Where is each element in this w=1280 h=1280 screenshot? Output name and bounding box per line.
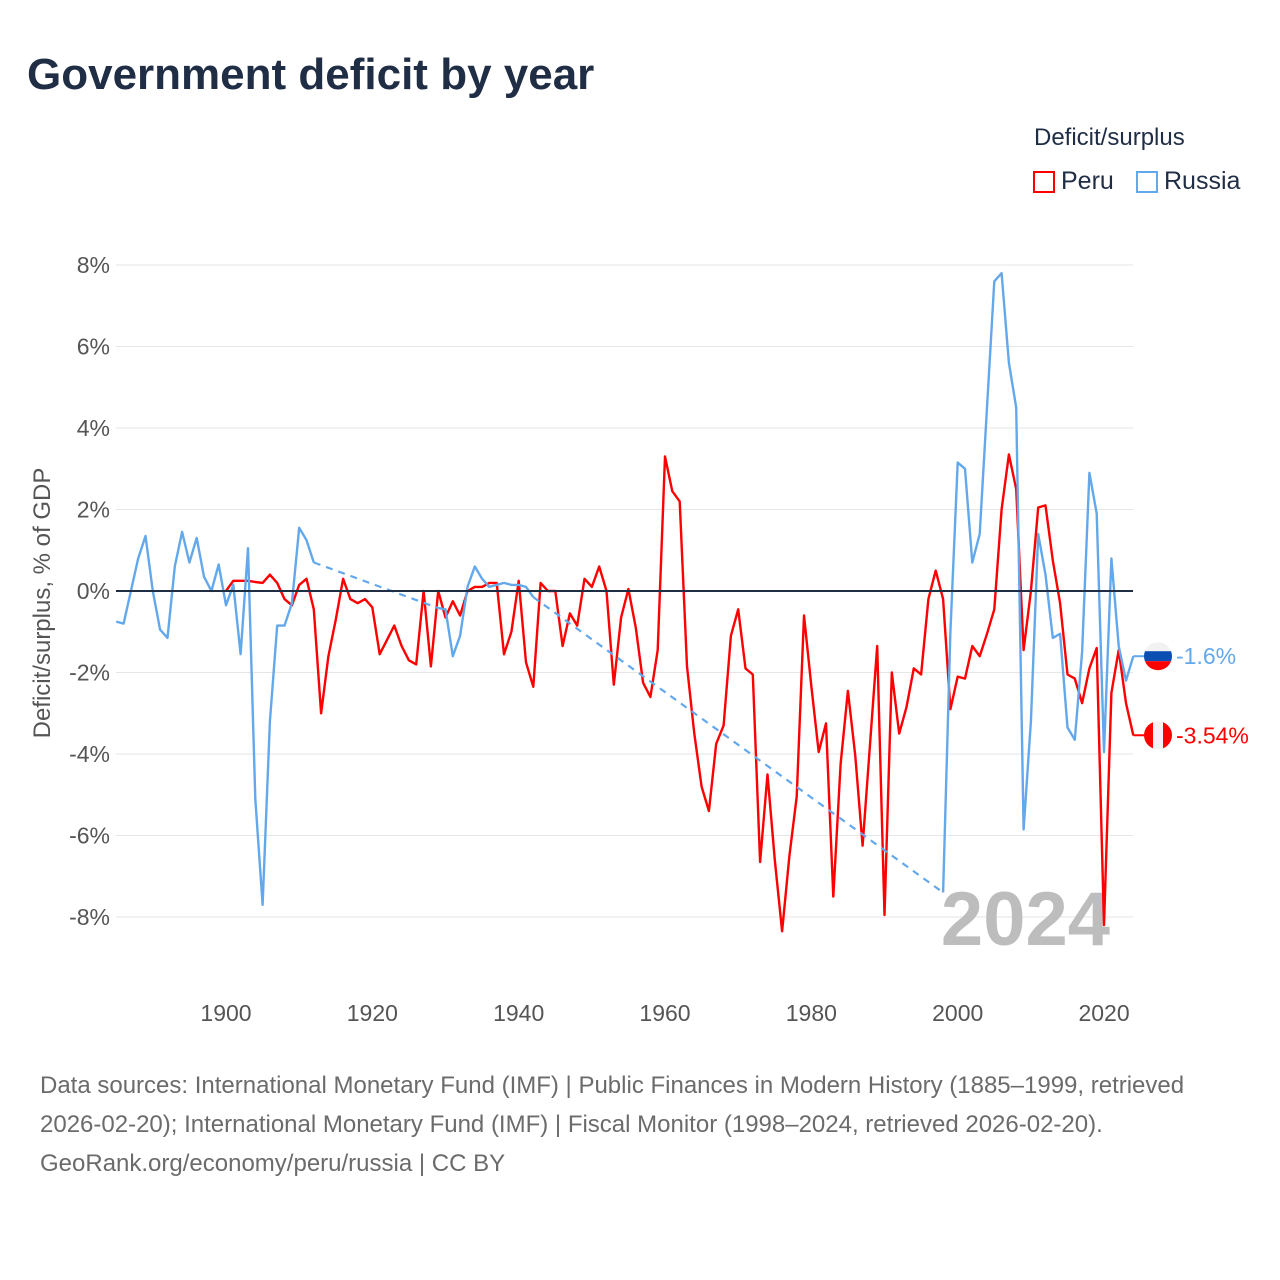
chart-title: Government deficit by year <box>27 50 595 99</box>
legend-swatch-russia <box>1136 170 1158 193</box>
y-tick-label: 4% <box>77 415 110 441</box>
series-lines <box>115 272 1135 933</box>
y-axis-label: Deficit/surplus, % of GDP <box>29 468 56 739</box>
line-chart: 8%6%4%2%0%-2%-4%-6%-8% 1900 1920 1940 1960 1… <box>29 252 1249 1026</box>
flag-stripe <box>1144 642 1172 652</box>
x-tick-label: 1960 <box>639 1000 690 1026</box>
y-tick-label: 2% <box>77 497 110 523</box>
russia-gap-line <box>532 596 944 894</box>
data-sources: Data sources: International Monetary Fun… <box>40 1072 1185 1138</box>
flag-stripe <box>1144 721 1153 750</box>
y-tick-label: 0% <box>77 578 110 604</box>
x-tick-label: 1920 <box>347 1000 398 1026</box>
peru-line <box>225 453 1135 933</box>
x-tick-label: 1940 <box>493 1000 544 1026</box>
footer: Data sources: International Monetary Fun… <box>40 1066 1240 1183</box>
peru-flag-icon <box>1144 721 1172 750</box>
y-tick-label: -8% <box>69 904 110 930</box>
peru-end-value: -3.54% <box>1176 722 1249 748</box>
x-tick-label: 1900 <box>200 1000 251 1026</box>
flag-stripe <box>1163 721 1172 750</box>
flag-stripe <box>1153 721 1163 750</box>
y-tick-label: -6% <box>69 823 110 849</box>
flag-stripe <box>1144 651 1172 662</box>
legend-label-russia: Russia <box>1164 167 1241 195</box>
gridlines <box>116 264 1133 918</box>
legend-title: Deficit/surplus <box>1034 124 1185 151</box>
x-tick-labels: 1900 1920 1940 1960 1980 2000 2020 <box>200 1000 1129 1026</box>
legend-item-peru[interactable]: Peru <box>1033 167 1114 196</box>
russia-gap-line <box>313 561 439 610</box>
year-watermark: 2024 <box>941 877 1110 962</box>
credit-link[interactable]: GeoRank.org/economy/peru/russia | CC BY <box>40 1150 506 1177</box>
flag-stripe <box>1144 661 1172 671</box>
y-tick-label: 8% <box>77 252 110 278</box>
x-tick-label: 1980 <box>786 1000 837 1026</box>
legend-swatch-peru <box>1033 170 1055 193</box>
y-tick-label: -2% <box>69 660 110 686</box>
x-tick-label: 2020 <box>1078 1000 1129 1026</box>
x-tick-label: 2000 <box>932 1000 983 1026</box>
y-tick-labels: 8% 6% 4% 2% 0% -2% -4% -6% -8% <box>69 252 110 930</box>
legend-item-russia[interactable]: Russia <box>1136 167 1240 196</box>
russia-end-value: -1.6% <box>1176 643 1236 669</box>
legend-label-peru: Peru <box>1061 167 1114 195</box>
y-tick-label: 6% <box>77 334 110 360</box>
russia-line <box>115 272 1135 906</box>
y-tick-label: -4% <box>69 741 110 767</box>
flag-graphic <box>1144 721 1172 750</box>
end-labels: -3.54% -1.6% <box>1133 642 1249 750</box>
flag-graphic <box>1144 642 1172 671</box>
russia-flag-icon <box>1144 642 1172 671</box>
